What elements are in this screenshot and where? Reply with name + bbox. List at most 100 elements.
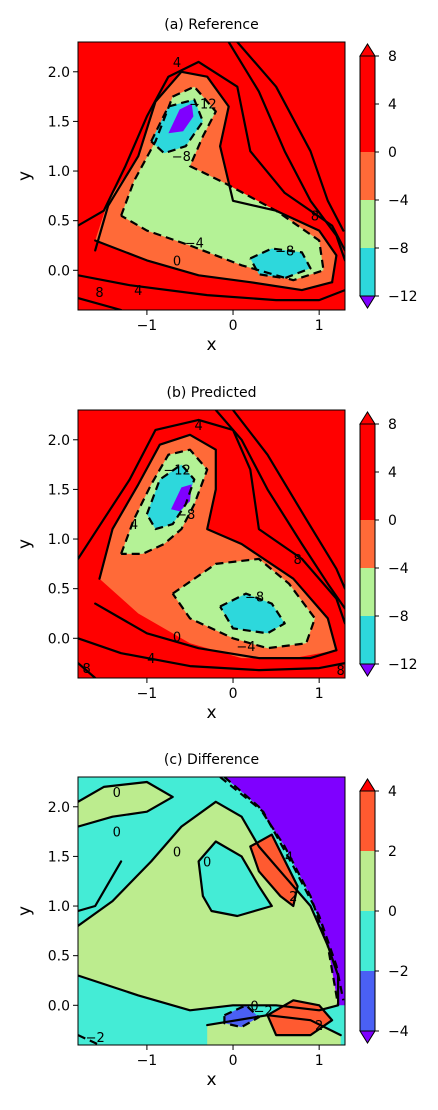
colorbar-band [360, 568, 375, 616]
y-tick-label: 1.5 [48, 482, 70, 498]
contour-line [206, 1014, 342, 1037]
x-axis-label: x [206, 335, 216, 355]
x-tick-label: −1 [137, 1053, 158, 1069]
contour-label: −2 [86, 1031, 105, 1046]
contour-label: 4 [173, 56, 181, 71]
contour-label: 0 [173, 254, 181, 269]
y-tick-label: 0.5 [48, 949, 70, 965]
contour-line [236, 42, 345, 232]
y-tick-label: 1.5 [48, 114, 70, 130]
panel-3: (c) Difference 0 0 0 0 0 4 2 −2 2 −2 −1 0 1 0.0 0.5 1.0 1… [15, 752, 409, 1090]
contour-label: −8 [172, 150, 191, 165]
filled-region [146, 464, 195, 530]
filled-region [78, 782, 173, 827]
colorbar-extend-top [359, 778, 376, 792]
colorbar-band [360, 200, 375, 248]
panel-1: (a) Reference −12 −8 4 8 −4 0 −8 4 8 −1 0 1 0.0 0.5 1.0… [15, 17, 418, 355]
plot-area: 4 −12 −8 4 8 −8 0 4 −4 8 8 [78, 410, 345, 679]
colorbar-band [360, 56, 375, 152]
x-tick-label: 1 [315, 1053, 324, 1069]
colorbar-tick-label: 4 [388, 97, 397, 113]
y-tick-label: 2.0 [48, 433, 70, 449]
contour-line [94, 239, 334, 292]
contour-label: 0 [173, 630, 181, 645]
contour-label: 0 [113, 786, 121, 801]
contour-line [249, 833, 299, 908]
x-axis-label: x [206, 703, 216, 723]
contour-label: 8 [82, 662, 90, 677]
colorbar-tick-label: 0 [388, 513, 397, 529]
colorbar-tick-label: 8 [388, 49, 397, 65]
axes-frame [77, 41, 346, 311]
y-axis-label: y [15, 171, 35, 181]
colorbar-tick-label: −4 [388, 561, 409, 577]
colorbar-band [360, 520, 375, 568]
contour-label: 2 [289, 890, 297, 905]
x-tick-label: 0 [229, 1053, 238, 1069]
y-tick-label: 1.0 [48, 899, 70, 915]
colorbar-extend-bottom [359, 295, 376, 309]
axes-frame [77, 409, 346, 679]
contour-label: 8 [337, 664, 345, 679]
colorbar: −4 −2 0 2 4 [359, 778, 409, 1044]
contour-line-dashed [219, 592, 286, 635]
contour-label: −4 [185, 237, 204, 252]
contour-label: 0 [250, 999, 258, 1014]
panel-2: (b) Predicted 4 −12 −8 4 8 −8 0 4 −4 8 8 −1 0 1 0.0 0.5 1… [15, 385, 418, 723]
contour-line [78, 297, 123, 310]
colorbar: −12 −8 −4 0 4 8 [359, 43, 418, 309]
contour-line [78, 637, 345, 672]
colorbar-tick-label: −4 [388, 1024, 409, 1040]
contour-line [94, 602, 338, 660]
x-axis-label: x [206, 1070, 216, 1090]
plot-area: −12 −8 4 8 −4 0 −8 4 8 [78, 42, 345, 310]
y-tick-label: 0.5 [48, 582, 70, 598]
y-tick-label: 0.5 [48, 214, 70, 230]
colorbar-tick-label: 8 [388, 417, 397, 433]
contour-label: −12 [163, 464, 190, 479]
contour-label: −8 [275, 244, 294, 259]
filled-region [198, 841, 272, 916]
contour-line [214, 410, 345, 610]
x-tick-label: 1 [315, 686, 324, 702]
colorbar-tick-label: −2 [388, 964, 409, 980]
contour-label: 2 [315, 1019, 323, 1034]
contour-line-dashed [219, 777, 345, 1001]
contour-line-dashed [145, 463, 196, 531]
colorbar-extend-top [359, 43, 376, 57]
colorbar-extend-bottom [359, 1030, 376, 1044]
contour-line [78, 662, 97, 678]
y-tick-label: 0.0 [48, 631, 70, 647]
contour-line-dashed [223, 777, 340, 1006]
contour-line [197, 840, 273, 918]
colorbar-tick-label: 4 [388, 784, 397, 800]
contour-label: 0 [173, 845, 181, 860]
y-axis-label: y [15, 906, 35, 916]
contour-label: 4 [194, 419, 202, 434]
y-tick-label: 2.0 [48, 800, 70, 816]
x-tick-label: 0 [229, 686, 238, 702]
contour-line [78, 780, 174, 828]
contour-label: 4 [285, 850, 293, 865]
filled-region [168, 103, 194, 134]
x-tick-label: −1 [137, 686, 158, 702]
colorbar-tick-label: −12 [388, 289, 418, 305]
contour-line-dashed [120, 448, 209, 555]
contour-line [78, 60, 345, 252]
colorbar-extend-bottom [359, 663, 376, 677]
colorbar-frame [359, 423, 376, 665]
y-tick-label: 2.0 [48, 65, 70, 81]
contour-line-dashed [249, 247, 312, 280]
contour-label: 4 [147, 652, 155, 667]
colorbar-band [360, 791, 375, 851]
contour-line [227, 42, 345, 262]
plot-area: 0 0 0 0 0 4 2 −2 2 −2 [78, 777, 345, 1046]
filled-region [250, 248, 311, 279]
contour-line [98, 433, 338, 652]
contour-line [266, 999, 334, 1037]
contour-label: 8 [311, 210, 319, 225]
colorbar-band [360, 911, 375, 971]
filled-region [224, 777, 345, 1006]
y-tick-label: 1.5 [48, 849, 70, 865]
contour-label: 8 [293, 553, 301, 568]
